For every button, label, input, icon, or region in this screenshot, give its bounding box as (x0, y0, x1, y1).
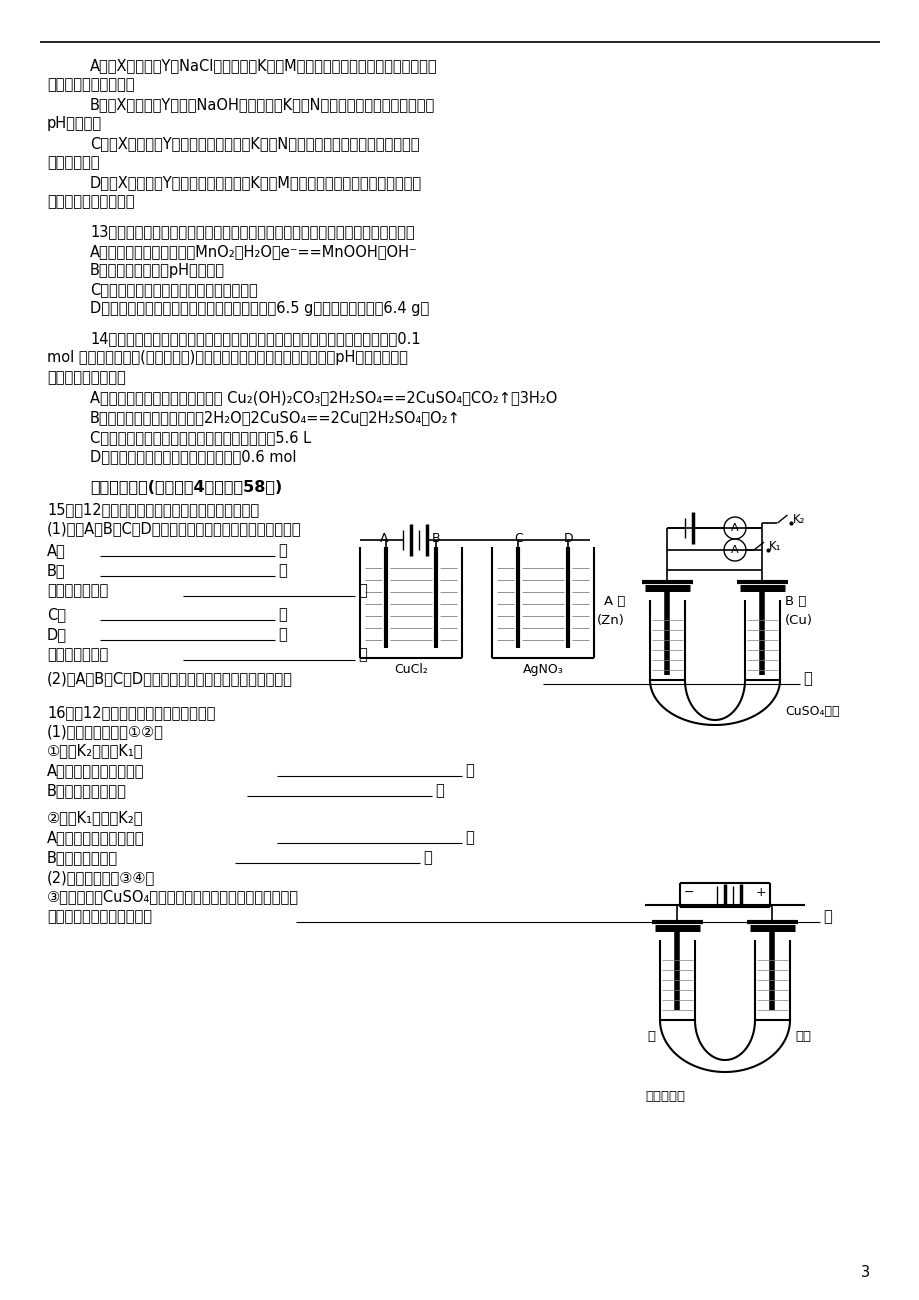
Text: D．若X为铜棒，Y为硫酸铜溶液，开关K置于M处，铜棒质量将增加，此时外电路: D．若X为铜棒，Y为硫酸铜溶液，开关K置于M处，铜棒质量将增加，此时外电路 (90, 176, 422, 190)
Text: A 极: A 极 (603, 595, 624, 608)
Text: ，: ， (278, 607, 287, 621)
Text: A电极可观察到的现象是: A电极可观察到的现象是 (47, 829, 144, 845)
Text: ，: ， (278, 627, 287, 642)
Text: B极的电极反应式为: B极的电极反应式为 (47, 783, 127, 798)
Text: ，: ， (823, 909, 831, 924)
Text: ；: ； (464, 829, 473, 845)
Text: C．用该电池作电源精炼铜，纯铜与锌连接: C．用该电池作电源精炼铜，纯铜与锌连接 (90, 282, 257, 296)
Text: C．标准状况下，电解过程产生的气体体积约为5.6 L: C．标准状况下，电解过程产生的气体体积约为5.6 L (90, 430, 311, 445)
Text: ；: ； (357, 582, 367, 598)
Text: B极的电极反应为: B极的电极反应为 (47, 850, 118, 865)
Text: CuCl₂: CuCl₂ (393, 663, 427, 676)
Text: (2)在A、B、C、D各电极上析出生成物的物质的量之比为: (2)在A、B、C、D各电极上析出生成物的物质的量之比为 (47, 671, 292, 686)
Text: C．若X为银棒，Y为硝酸银溶液，开关K置于N处，铁棒质量将增加，溶液中银离: C．若X为银棒，Y为硝酸银溶液，开关K置于N处，铁棒质量将增加，溶液中银离 (90, 136, 419, 151)
Text: (1)写出A、B、C、D各电极上的电极反应式和反应方程式：: (1)写出A、B、C、D各电极上的电极反应式和反应方程式： (47, 521, 301, 536)
Text: ；: ； (464, 763, 473, 777)
Text: 外接电源的阴极保护法: 外接电源的阴极保护法 (47, 77, 134, 92)
Text: 。: 。 (423, 850, 431, 865)
Text: K₂: K₂ (791, 514, 804, 526)
Text: 二、非选择题(本题包括4小题，共58分): 二、非选择题(本题包括4小题，共58分) (90, 478, 282, 494)
Text: ；: ； (357, 647, 367, 662)
Text: 13．碱性锌锰干电池是生活中应用最广泛的电池，下列说法中不正确的是（　　）: 13．碱性锌锰干电池是生活中应用最广泛的电池，下列说法中不正确的是（ ） (90, 224, 414, 239)
Text: (2)根据右图回答③④：: (2)根据右图回答③④： (47, 870, 155, 885)
Text: A．若X为锌棒，Y为NaCl溶液，开关K置于M处，可减缓铁的腐蚀，这种方法称为: A．若X为锌棒，Y为NaCl溶液，开关K置于M处，可减缓铁的腐蚀，这种方法称为 (90, 58, 437, 73)
Text: D: D (563, 532, 573, 545)
Text: A．加入碱式碳酸铜发生的反应是 Cu₂(OH)₂CO₃＋2H₂SO₄==2CuSO₄＋CO₂↑＋3H₂O: A．加入碱式碳酸铜发生的反应是 Cu₂(OH)₂CO₃＋2H₂SO₄==2CuS… (90, 390, 557, 406)
Text: 铜: 铜 (646, 1030, 654, 1043)
Text: 述错误的是（　　）: 述错误的是（ ） (47, 370, 126, 385)
Text: +: + (754, 887, 766, 900)
Text: D．电解过程中转移电子的物质的量为0.6 mol: D．电解过程中转移电子的物质的量为0.6 mol (90, 448, 296, 464)
Text: ③将较纯净的CuSO₄溶液放入右图所示的装置中进行电解，: ③将较纯净的CuSO₄溶液放入右图所示的装置中进行电解， (47, 889, 299, 903)
Text: 3: 3 (860, 1265, 869, 1280)
Text: B：: B： (47, 563, 65, 578)
Text: 14．用石墨电极电解一定量的硫酸铜溶液，电解一段时间后，向电解液中加入0.1: 14．用石墨电极电解一定量的硫酸铜溶液，电解一段时间后，向电解液中加入0.1 (90, 332, 420, 346)
Text: −: − (683, 887, 694, 900)
Text: K₁: K₁ (768, 540, 780, 552)
Text: C：: C： (47, 607, 66, 621)
Text: A：: A： (47, 543, 65, 558)
Text: A: A (731, 523, 738, 533)
Text: 中的电子向铁电极移动: 中的电子向铁电极移动 (47, 194, 134, 209)
Text: B．电池工作时负极pH一定降低: B．电池工作时负极pH一定降低 (90, 263, 225, 278)
Text: CuSO₄溶液: CuSO₄溶液 (784, 705, 839, 718)
Text: 15．（12分）下图为以惰性电极进行电解的装置：: 15．（12分）下图为以惰性电极进行电解的装置： (47, 502, 259, 517)
Text: A．该电池正极反应式为：MnO₂＋H₂O＋e⁻==MnOOH＋OH⁻: A．该电池正极反应式为：MnO₂＋H₂O＋e⁻==MnOOH＋OH⁻ (90, 244, 417, 259)
Text: pH保持不变: pH保持不变 (47, 116, 102, 131)
Text: 16．（12分）请按要求回答下列问题。: 16．（12分）请按要求回答下列问题。 (47, 705, 215, 720)
Text: 。: 。 (802, 671, 811, 686)
Text: D：: D： (47, 627, 67, 642)
Text: AgNO₃: AgNO₃ (522, 663, 562, 676)
Text: B．电解过程发生的反应为：2H₂O＋2CuSO₄==2Cu＋2H₂SO₄＋O₂↑: B．电解过程发生的反应为：2H₂O＋2CuSO₄==2Cu＋2H₂SO₄＋O₂↑ (90, 410, 460, 425)
Text: A电极可观察到的现象是: A电极可观察到的现象是 (47, 763, 144, 777)
Text: (Cu): (Cu) (784, 614, 812, 627)
Text: 总反应方程式：: 总反应方程式： (47, 647, 108, 662)
Text: ，: ， (278, 543, 287, 558)
Text: 总反应方程式：: 总反应方程式： (47, 582, 108, 598)
Text: 石墨: 石墨 (794, 1030, 811, 1043)
Text: (1)根据右上图回答①②：: (1)根据右上图回答①②： (47, 724, 164, 738)
Text: A: A (731, 545, 738, 555)
Text: B 极: B 极 (784, 595, 805, 608)
Text: mol 碱式碳酸铜晶体(不含结晶水)，恰好使溶液恢复到电解前的浓度和pH。下列有关叙: mol 碱式碳酸铜晶体(不含结晶水)，恰好使溶液恢复到电解前的浓度和pH。下列有… (47, 350, 407, 365)
Text: A: A (380, 532, 388, 545)
Text: 子浓度将减小: 子浓度将减小 (47, 155, 99, 170)
Text: ①打开K₂，合并K₁。: ①打开K₂，合并K₁。 (47, 744, 143, 758)
Text: 石墨电极上的电极反应式为: 石墨电极上的电极反应式为 (47, 909, 152, 924)
Text: C: C (514, 532, 522, 545)
Text: ，: ， (278, 563, 287, 578)
Text: ②打开K₁，合并K₂。: ②打开K₁，合并K₂。 (47, 810, 143, 826)
Text: (Zn): (Zn) (596, 614, 624, 627)
Text: B．若X为碳棒，Y为饱和NaOH溶液，开关K置于N处，保持温度不变，则溶液的: B．若X为碳棒，Y为饱和NaOH溶液，开关K置于N处，保持温度不变，则溶液的 (90, 98, 435, 112)
Text: 硫酸铜溶液: 硫酸铜溶液 (644, 1089, 685, 1102)
Text: D．用该电池作电源电解硫酸铜溶液，负极溶解6.5 g锌，阴极一定析出6.4 g铜: D．用该电池作电源电解硫酸铜溶液，负极溶解6.5 g锌，阴极一定析出6.4 g铜 (90, 302, 429, 316)
Text: B: B (432, 532, 440, 545)
Text: 。: 。 (435, 783, 443, 798)
